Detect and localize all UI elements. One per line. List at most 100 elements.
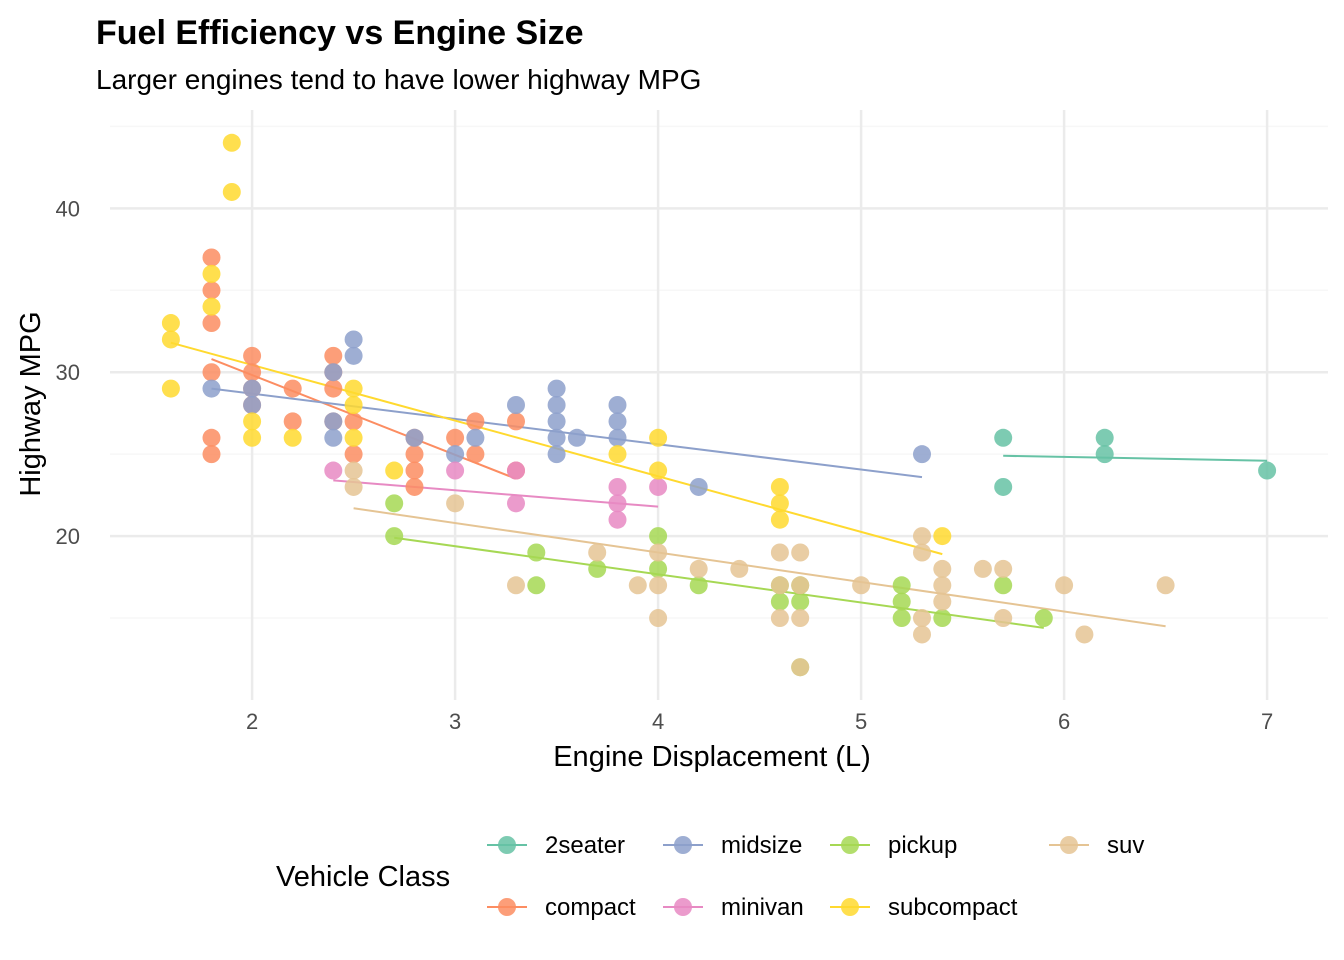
x-tick-label: 4: [652, 709, 664, 734]
legend-item-midsize: midsize: [663, 832, 802, 859]
data-point-compact: [243, 363, 262, 382]
data-point-suv: [973, 559, 992, 578]
data-point-subcompact: [202, 297, 221, 316]
data-point-suv: [1055, 576, 1074, 595]
legend-label: pickup: [888, 832, 957, 859]
data-point-subcompact: [283, 428, 302, 447]
data-point-midsize: [446, 445, 465, 464]
data-point-subcompact: [161, 379, 180, 398]
legend-key-point: [498, 836, 516, 854]
legend-item-2seater: 2seater: [487, 832, 625, 859]
legend-item-minivan: minivan: [663, 894, 804, 921]
data-point-compact: [202, 248, 221, 267]
data-point-compact: [283, 379, 302, 398]
data-point-pickup: [527, 576, 546, 595]
data-point-subcompact: [770, 494, 789, 513]
data-point-midsize: [608, 396, 627, 414]
data-point-compact: [243, 346, 262, 365]
data-point-pickup: [385, 494, 404, 513]
data-point-compact: [405, 461, 424, 480]
trend-lines: [170, 341, 1268, 629]
data-point-suv: [933, 576, 952, 595]
data-point-subcompact: [608, 445, 627, 464]
data-point-minivan: [608, 477, 627, 496]
data-point-midsize: [547, 445, 566, 464]
data-point-compact: [202, 445, 221, 464]
data-point-compact: [405, 445, 424, 464]
chart-subtitle: Larger engines tend to have lower highwa…: [96, 64, 701, 95]
data-point-pickup: [1034, 609, 1053, 628]
data-point-suv: [507, 576, 525, 595]
data-point-compact: [202, 428, 221, 447]
data-point-compact: [283, 412, 302, 431]
data-point-subcompact: [770, 477, 789, 496]
data-point-midsize: [324, 363, 343, 382]
data-point-suv: [791, 658, 810, 677]
legend-key-point: [498, 898, 516, 916]
data-point-midsize: [547, 396, 566, 414]
data-point-suv: [933, 559, 952, 578]
data-point-compact: [324, 379, 343, 398]
data-point-minivan: [507, 494, 525, 513]
data-point-compact: [344, 445, 363, 464]
data-point-suv: [649, 543, 668, 562]
data-point-compact: [446, 428, 465, 447]
data-point-suv: [791, 609, 810, 628]
grid: [110, 110, 1328, 700]
data-point-midsize: [344, 330, 363, 349]
data-point-midsize: [547, 428, 566, 447]
data-point-midsize: [202, 379, 221, 398]
data-point-compact: [507, 412, 525, 431]
data-point-minivan: [446, 461, 465, 480]
data-point-pickup: [689, 576, 708, 595]
data-point-suv: [649, 609, 668, 628]
legend-label: compact: [545, 894, 636, 921]
legend-item-compact: compact: [487, 894, 636, 921]
data-point-subcompact: [933, 527, 952, 546]
data-point-subcompact: [243, 428, 262, 447]
data-point-suv: [852, 576, 871, 595]
data-point-compact: [344, 412, 363, 431]
data-point-suv: [913, 609, 931, 628]
data-point-midsize: [507, 396, 525, 414]
data-point-suv: [649, 576, 668, 595]
data-point-pickup: [527, 543, 546, 562]
data-point-compact: [324, 346, 343, 365]
data-point-compact: [466, 412, 485, 431]
x-tick-label: 3: [449, 709, 461, 734]
data-point-subcompact: [202, 264, 221, 283]
data-point-minivan: [608, 510, 627, 529]
data-point-subcompact: [243, 412, 262, 431]
data-point-pickup: [770, 592, 789, 611]
data-point-midsize: [689, 477, 708, 496]
x-axis-title: Engine Displacement (L): [553, 741, 871, 773]
x-axis-ticks: 2 3 4 5 6 7: [246, 709, 1273, 734]
data-point-2seater: [994, 477, 1013, 496]
x-tick-label: 2: [246, 709, 258, 734]
data-point-subcompact: [161, 314, 180, 333]
data-point-midsize: [466, 428, 485, 447]
chart-title: Fuel Efficiency vs Engine Size: [96, 14, 584, 52]
data-point-subcompact: [344, 396, 363, 414]
data-point-subcompact: [649, 428, 668, 447]
data-point-minivan: [324, 461, 343, 480]
data-point-suv: [770, 609, 789, 628]
data-point-subcompact: [222, 133, 241, 152]
data-point-suv: [588, 543, 607, 562]
legend-label: 2seater: [545, 832, 625, 859]
data-point-subcompact: [344, 428, 363, 447]
data-point-compact: [405, 477, 424, 496]
data-point-pickup: [649, 527, 668, 546]
data-point-midsize: [243, 396, 262, 414]
data-point-minivan: [649, 477, 668, 496]
data-points: [161, 133, 1277, 677]
data-point-midsize: [547, 412, 566, 431]
legend-label: suv: [1107, 832, 1144, 859]
data-point-midsize: [405, 428, 424, 447]
x-tick-label: 5: [855, 709, 867, 734]
data-point-suv: [1075, 625, 1094, 644]
data-point-subcompact: [770, 510, 789, 529]
legend-key-point: [841, 898, 859, 916]
data-point-midsize: [547, 379, 566, 398]
